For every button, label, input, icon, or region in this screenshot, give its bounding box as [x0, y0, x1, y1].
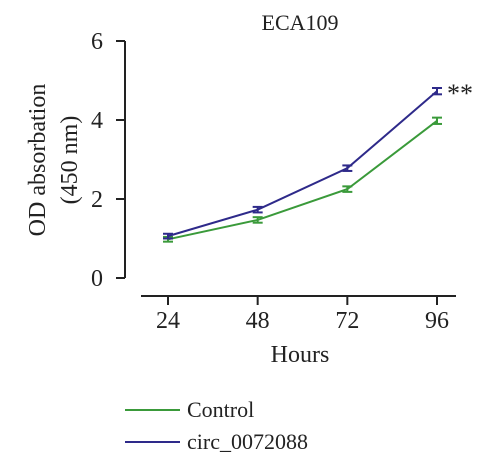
- y-axis-title-line-2: (450 nm): [57, 116, 83, 205]
- series-layer: [163, 87, 442, 243]
- y-axis-ticks: 0 2 4 6: [91, 29, 125, 292]
- x-tick-label-3: 96: [425, 308, 449, 334]
- y-tick-label-2: 4: [91, 108, 103, 134]
- series-0-error-bar-2: [342, 185, 353, 193]
- y-tick-label-1: 2: [91, 187, 103, 213]
- legend-label-1: circ_0072088: [187, 429, 308, 454]
- series-line-0: [167, 119, 438, 241]
- chart-title: ECA109: [262, 10, 339, 35]
- y-axis-title: OD absorbation (450 nm): [25, 84, 83, 237]
- series-1-error-bar-2: [342, 164, 353, 172]
- series-0-error-bar-3: [432, 116, 442, 125]
- x-axis-title: Hours: [271, 342, 330, 368]
- legend: Control circ_0072088: [125, 397, 308, 454]
- x-tick-label-2: 72: [335, 308, 359, 334]
- significance-annotation: **: [447, 79, 473, 108]
- series-1-error-bar-0: [163, 232, 173, 240]
- y-tick-label-3: 6: [91, 29, 103, 55]
- legend-label-0: Control: [187, 397, 254, 422]
- series-1-error-bar-3: [432, 87, 442, 96]
- series-1-error-bar-1: [252, 205, 263, 214]
- y-axis-title-line-1: OD absorbation: [25, 84, 51, 237]
- x-axis-ticks: 24 48 72 96: [156, 296, 449, 334]
- y-tick-label-0: 0: [91, 266, 103, 292]
- series-0-error-bar-1: [252, 216, 263, 224]
- x-tick-label-1: 48: [246, 308, 270, 334]
- x-tick-label-0: 24: [156, 308, 180, 334]
- series-line-1: [167, 90, 438, 238]
